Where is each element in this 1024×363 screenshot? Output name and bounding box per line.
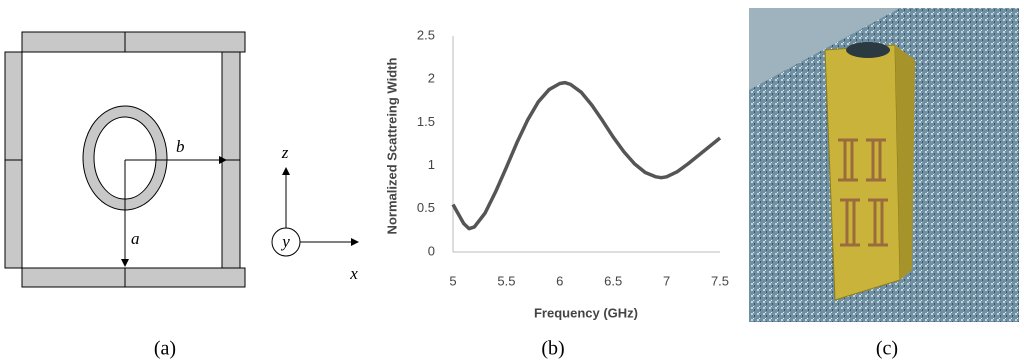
panel-label: (c) bbox=[876, 338, 898, 360]
y-axis-title: Normalized Scattreing Width bbox=[384, 58, 399, 235]
label-a: a bbox=[131, 229, 140, 248]
y-tick-label: 2 bbox=[428, 71, 435, 86]
y-tick-label: 0 bbox=[428, 243, 435, 258]
y-tick-label: 1 bbox=[428, 157, 435, 172]
x-tick-label: 5 bbox=[449, 273, 456, 288]
axis-x: x bbox=[349, 264, 358, 283]
data-line bbox=[451, 80, 722, 231]
photo bbox=[749, 8, 1019, 322]
axis-z: z bbox=[281, 143, 289, 162]
label-b: b bbox=[176, 137, 185, 156]
x-tick-label: 5.5 bbox=[497, 273, 515, 288]
x-tick-label: 6 bbox=[556, 273, 563, 288]
panel-label: (a) bbox=[154, 338, 176, 360]
x-tick-label: 7.5 bbox=[711, 273, 729, 288]
x-tick-label: 7 bbox=[663, 273, 670, 288]
x-axis-title: Frequency (GHz) bbox=[534, 305, 638, 320]
axis-y: y bbox=[280, 232, 290, 251]
x-tick-label: 6.5 bbox=[604, 273, 622, 288]
y-tick-label: 0.5 bbox=[417, 200, 435, 215]
panel-label: (b) bbox=[541, 338, 564, 360]
y-tick-label: 2.5 bbox=[417, 27, 435, 42]
diagram bbox=[4, 31, 359, 288]
y-tick-label: 1.5 bbox=[417, 114, 435, 129]
